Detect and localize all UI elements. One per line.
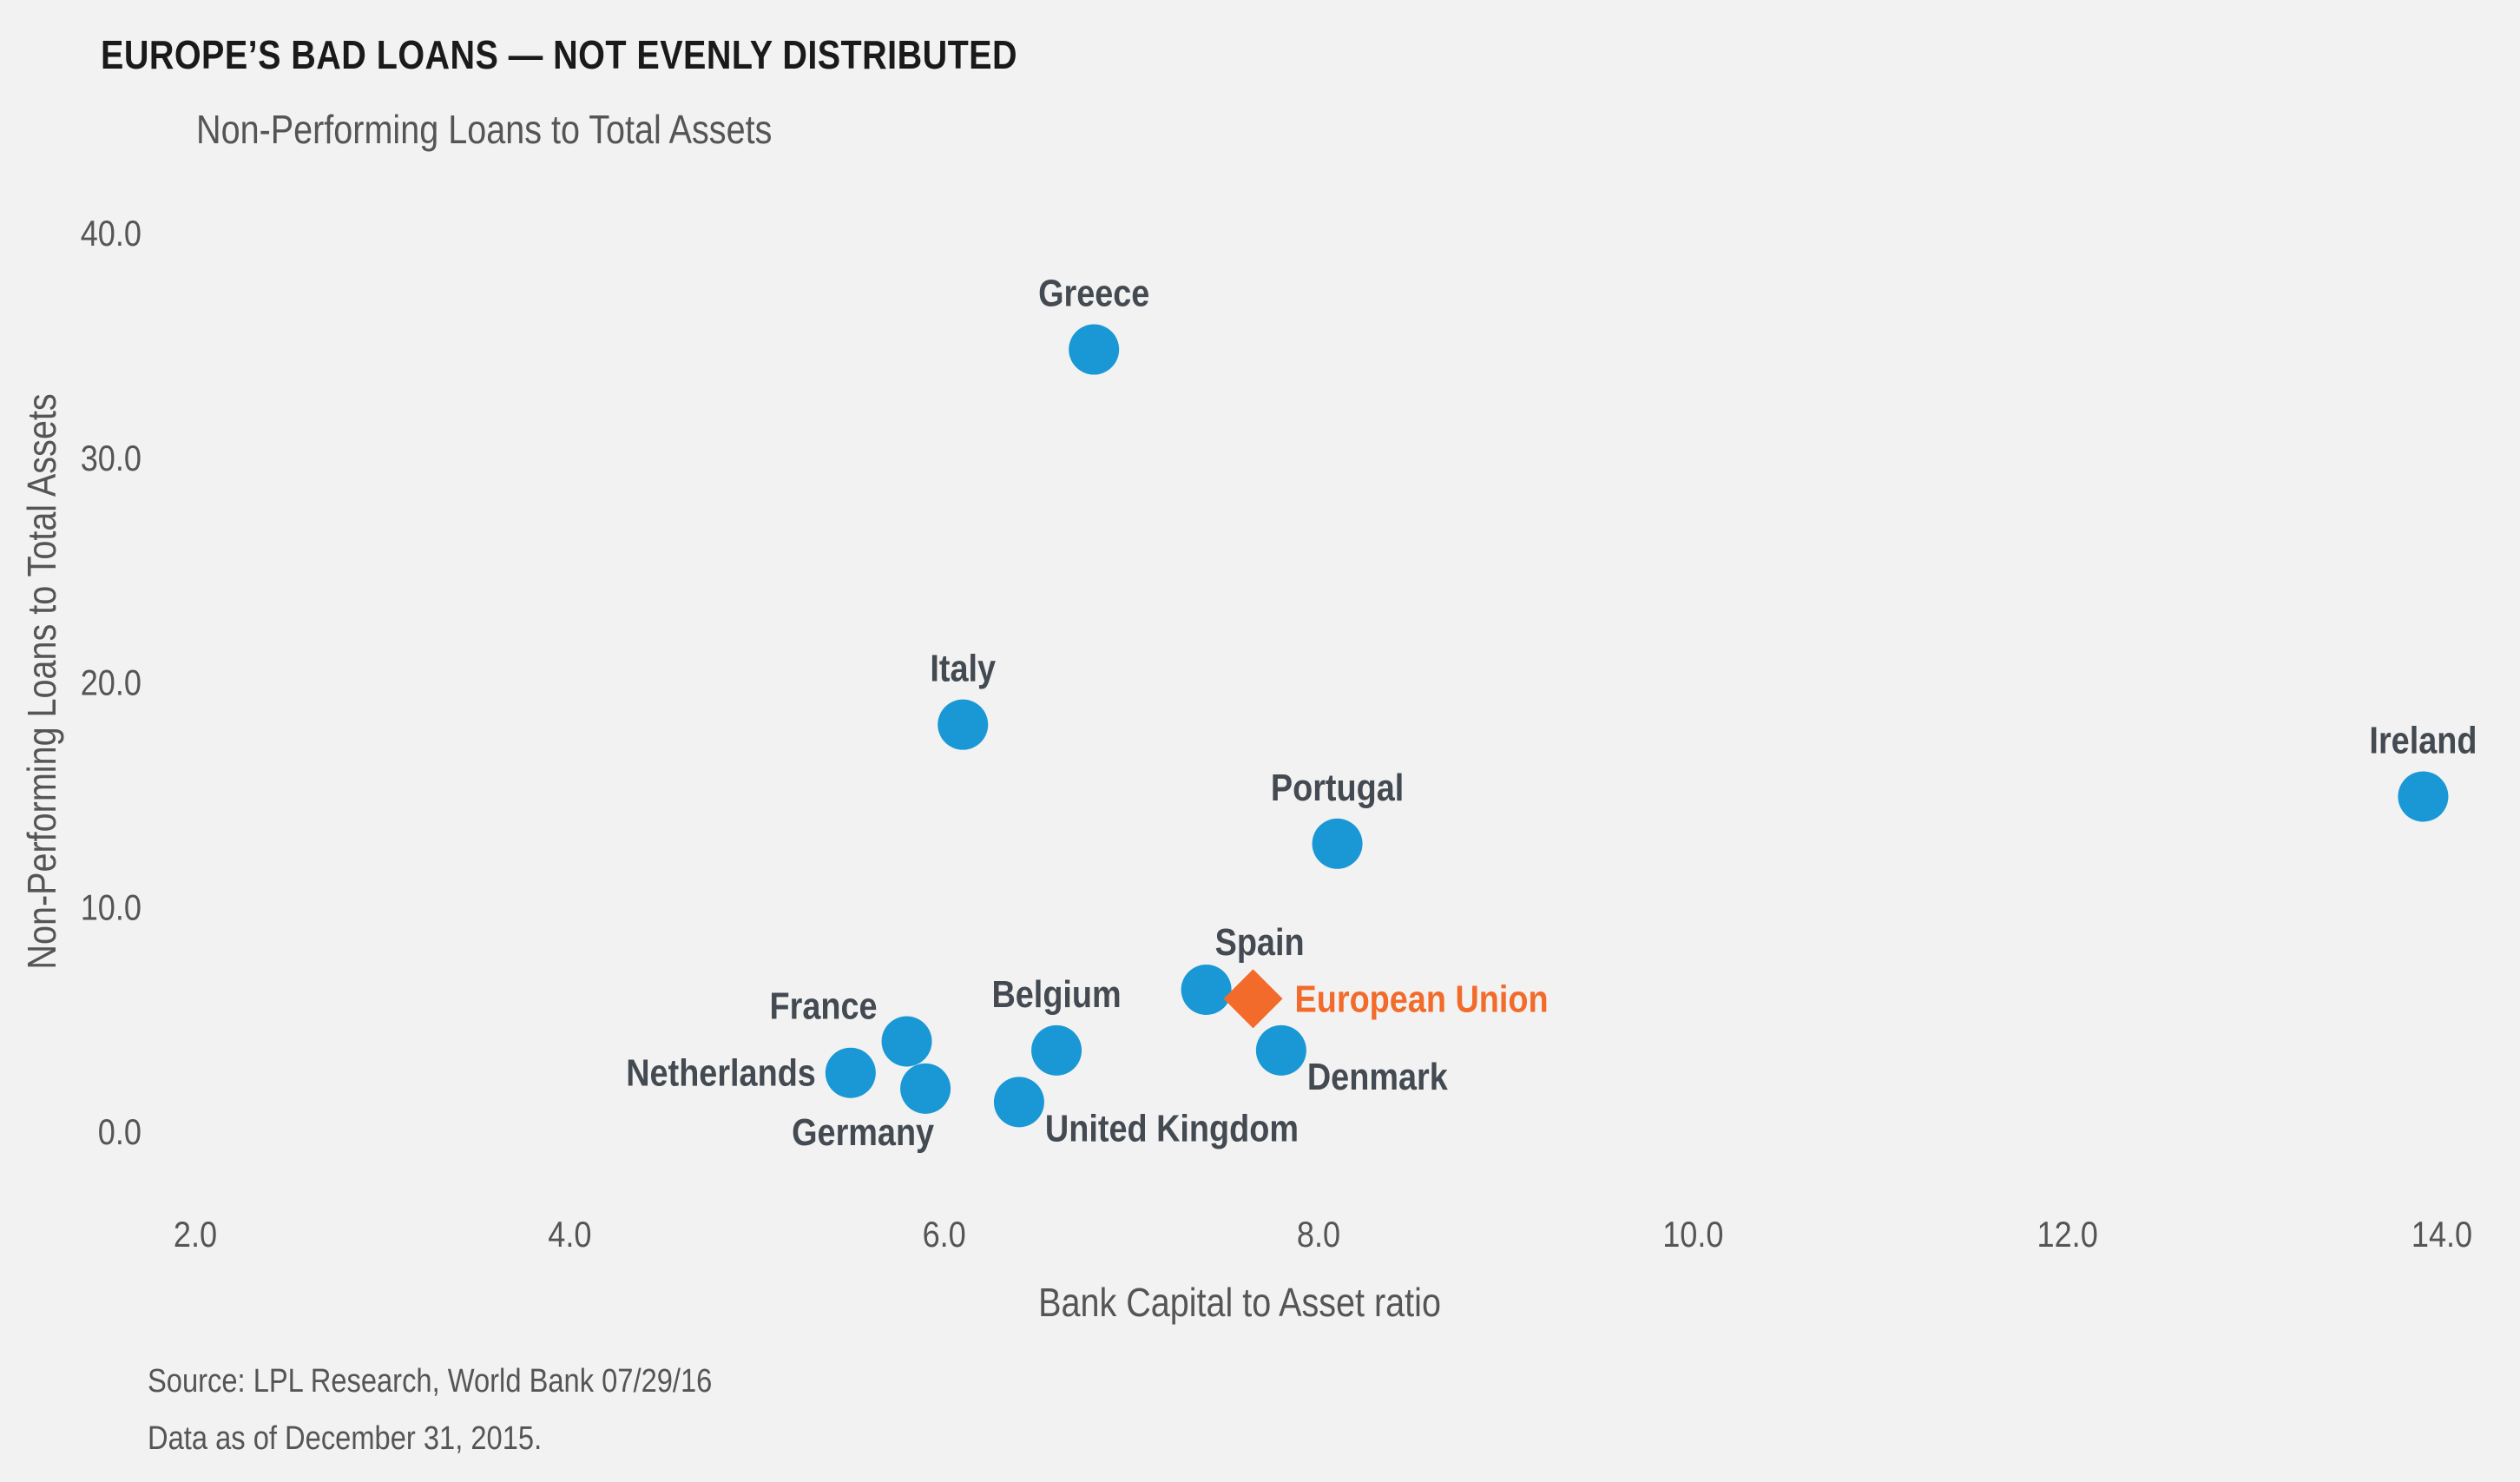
point-label-belgium: Belgium (991, 972, 1121, 1015)
x-tick-label: 12.0 (2037, 1215, 2098, 1255)
chart-subtitle: Non-Performing Loans to Total Assets (196, 107, 773, 152)
y-axis-ticks: 0.0 10.0 20.0 30.0 40.0 (81, 214, 141, 1153)
point-label-italy: Italy (930, 647, 996, 689)
point-portugal (1312, 818, 1363, 869)
x-tick-label: 2.0 (174, 1215, 217, 1255)
point-label-germany: Germany (792, 1110, 934, 1153)
data-as-of-note: Data as of December 31, 2015. (148, 1420, 543, 1457)
y-tick-label: 30.0 (81, 438, 141, 478)
point-ireland (2398, 771, 2449, 822)
y-tick-label: 10.0 (81, 888, 141, 928)
point-label-greece: Greece (1038, 272, 1149, 314)
x-axis-ticks: 2.0 4.0 6.0 8.0 10.0 12.0 14.0 (174, 1215, 2472, 1255)
x-axis-label: Bank Capital to Asset ratio (1038, 1281, 1441, 1325)
chart-title: EUROPE’S BAD LOANS — NOT EVENLY DISTRIBU… (101, 32, 1017, 77)
y-tick-label: 0.0 (98, 1113, 141, 1153)
point-greece (1069, 324, 1120, 375)
data-points (825, 324, 2449, 1128)
point-label-france: France (769, 985, 877, 1027)
point-european-union (1223, 969, 1283, 1029)
point-label-ireland: Ireland (2369, 719, 2477, 761)
point-netherlands (825, 1047, 876, 1098)
x-tick-label: 4.0 (548, 1215, 591, 1255)
y-tick-label: 20.0 (81, 663, 141, 703)
point-label-portugal: Portugal (1271, 766, 1404, 808)
point-label-netherlands: Netherlands (626, 1051, 816, 1094)
point-label-spain: Spain (1215, 920, 1305, 963)
point-label-united-kingdom: United Kingdom (1045, 1107, 1299, 1149)
x-tick-label: 10.0 (1662, 1215, 1723, 1255)
x-tick-label: 8.0 (1297, 1215, 1340, 1255)
x-tick-label: 6.0 (923, 1215, 966, 1255)
point-labels: Greece Italy Ireland Portugal Spain France Bel… (626, 272, 2477, 1154)
x-tick-label: 14.0 (2411, 1215, 2472, 1255)
point-germany (900, 1063, 951, 1114)
point-spain (1181, 964, 1232, 1015)
point-label-european-union: European Union (1295, 978, 1549, 1020)
point-italy (938, 699, 989, 750)
point-france (881, 1016, 932, 1067)
point-denmark (1255, 1024, 1306, 1076)
point-belgium (1031, 1024, 1082, 1076)
source-note: Source: LPL Research, World Bank 07/29/1… (148, 1363, 713, 1400)
point-label-denmark: Denmark (1307, 1055, 1448, 1097)
y-tick-label: 40.0 (81, 214, 141, 254)
y-axis-label: Non-Performing Loans to Total Assets (20, 393, 64, 969)
point-united-kingdom (993, 1077, 1044, 1128)
